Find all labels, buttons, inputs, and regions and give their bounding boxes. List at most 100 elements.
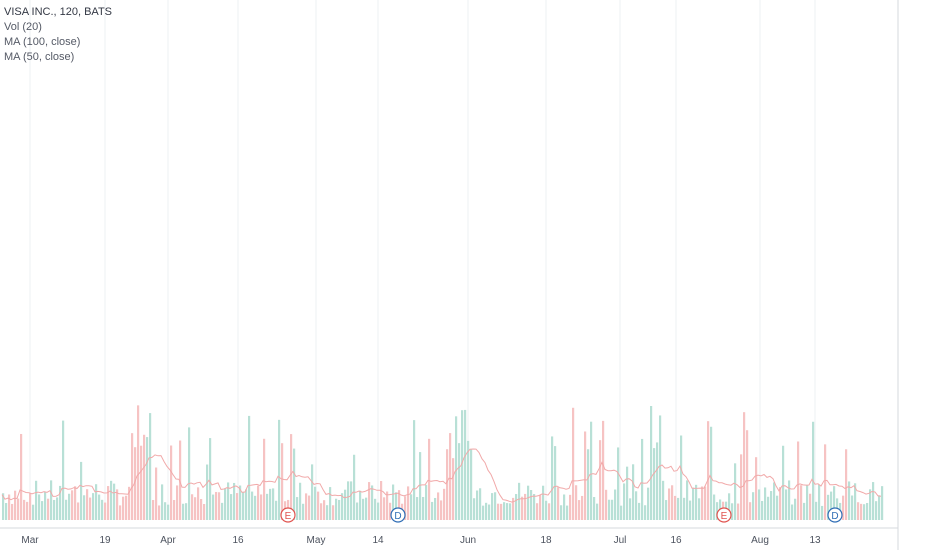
volume-bar xyxy=(92,493,95,520)
volume-bar xyxy=(335,498,338,520)
volume-bar xyxy=(89,497,92,520)
time-tick-label: 16 xyxy=(232,535,244,546)
earnings-marker xyxy=(716,507,732,523)
chart-grid xyxy=(29,0,816,520)
volume-bar xyxy=(410,494,413,520)
volume-bar xyxy=(533,494,536,520)
volume-bar xyxy=(809,493,812,520)
volume-bar xyxy=(23,499,26,520)
volume-bar xyxy=(737,503,740,520)
volume-bar xyxy=(344,489,347,520)
volume-bar xyxy=(656,442,659,520)
volume-bar xyxy=(752,492,755,520)
volume-bar xyxy=(56,497,59,520)
volume-bar xyxy=(86,489,89,520)
volume-bar xyxy=(419,452,422,520)
volume-bar xyxy=(782,445,785,520)
legend-volume[interactable]: Vol (20) xyxy=(4,21,42,33)
volume-bar xyxy=(422,496,425,520)
volume-bar xyxy=(278,419,281,520)
volume-bar xyxy=(242,491,245,520)
volume-bar xyxy=(845,449,848,520)
volume-bar xyxy=(518,482,521,520)
volume-bar xyxy=(545,500,548,520)
volume-bar xyxy=(671,485,674,520)
volume-bar xyxy=(380,480,383,520)
volume-bar xyxy=(173,500,176,520)
volume-bar xyxy=(101,499,104,520)
volume-bar xyxy=(503,502,506,520)
volume-bar xyxy=(275,500,278,520)
volume-bar xyxy=(857,502,860,520)
volume-bar xyxy=(80,461,83,520)
volume-bar xyxy=(152,500,155,520)
volume-bar xyxy=(596,503,599,520)
volume-bar xyxy=(353,454,356,520)
volume-bar xyxy=(788,480,791,520)
volume-bar xyxy=(98,494,101,520)
volume-bar xyxy=(821,505,824,520)
volume-bar xyxy=(224,488,227,520)
legend-ma100[interactable]: MA (100, close) xyxy=(4,36,81,48)
volume-bar xyxy=(149,413,152,520)
volume-bar xyxy=(158,505,161,520)
volume-bar xyxy=(122,496,125,520)
volume-bar xyxy=(215,491,218,520)
volume-bar xyxy=(530,490,533,520)
volume-bar xyxy=(488,504,491,520)
volume-bar xyxy=(383,497,386,520)
volume-bar xyxy=(629,498,632,520)
volume-bar xyxy=(170,445,173,520)
volume-bar xyxy=(695,484,698,520)
volume-bar xyxy=(746,430,749,520)
time-tick-label: 14 xyxy=(372,535,384,546)
volume-bar xyxy=(320,503,323,520)
volume-bar xyxy=(131,433,134,520)
volume-bar xyxy=(509,503,512,520)
volume-bar xyxy=(71,490,74,520)
volume-bar xyxy=(245,489,248,520)
legend-title[interactable]: VISA INC., 120, BATS xyxy=(4,6,113,18)
volume-bar xyxy=(542,485,545,520)
volume-bar xyxy=(191,494,194,520)
volume-bar xyxy=(140,445,143,520)
volume-bar xyxy=(692,487,695,520)
volume-bar xyxy=(452,458,455,520)
time-tick-label: May xyxy=(307,535,326,546)
volume-bar xyxy=(653,448,656,520)
volume-bar xyxy=(68,493,71,520)
volume-bar xyxy=(659,415,662,520)
volume-bar xyxy=(875,501,878,520)
volume-bar xyxy=(665,500,668,520)
volume-bar xyxy=(146,437,149,520)
volume-bar xyxy=(443,488,446,520)
volume-bar xyxy=(473,498,476,520)
volume-bar xyxy=(641,438,644,520)
volume-bar xyxy=(686,480,689,520)
volume-bar xyxy=(827,494,830,520)
legend-ma50[interactable]: MA (50, close) xyxy=(4,51,75,63)
earnings-marker-label: E xyxy=(721,511,728,522)
volume-bar xyxy=(398,490,401,520)
volume-bar xyxy=(437,492,440,520)
volume-bar xyxy=(728,493,731,520)
volume-bar xyxy=(395,492,398,520)
volume-bar xyxy=(374,498,377,520)
volume-bar xyxy=(110,480,113,520)
volume-bar xyxy=(47,498,50,520)
volume-bar xyxy=(392,484,395,520)
volume-bar xyxy=(11,503,14,520)
volume-bar xyxy=(317,491,320,520)
volume-bar xyxy=(389,502,392,520)
volume-bar xyxy=(620,505,623,520)
volume-bar xyxy=(200,499,203,520)
volume-bar xyxy=(266,493,269,520)
volume-bar xyxy=(587,449,590,520)
volume-bar xyxy=(362,498,365,520)
volume-bar xyxy=(872,482,875,520)
volume-bar xyxy=(632,464,635,520)
volume-bar xyxy=(539,495,542,520)
